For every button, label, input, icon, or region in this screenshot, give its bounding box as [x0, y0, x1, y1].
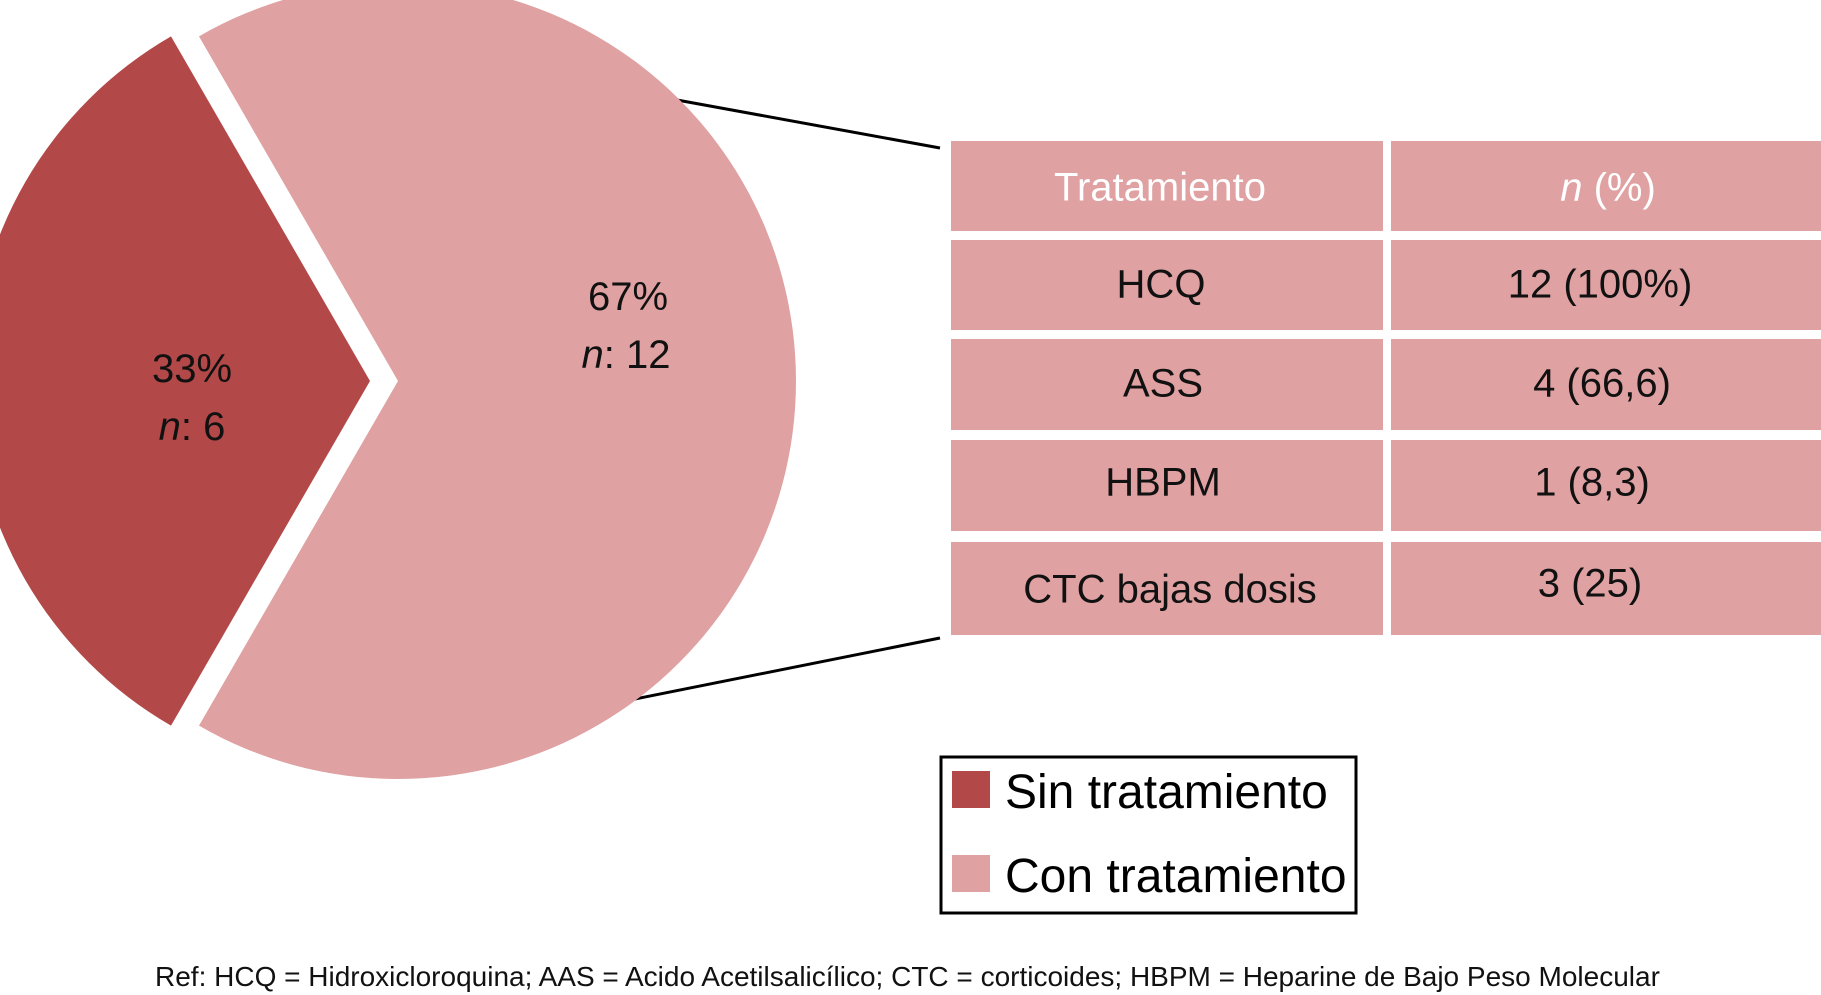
footnote: Ref: HCQ = Hidroxicloroquina; AAS = Acid… [155, 961, 1660, 992]
table-value-row-4: 3 (25) [1538, 562, 1643, 606]
slice-percent-sin-tratamiento: 33% [152, 347, 232, 391]
pie [0, 0, 796, 779]
legend: Sin tratamiento Con tratamiento [939, 755, 1358, 915]
slice-n-sin-tratamiento: n: 6 [159, 405, 226, 449]
slice-n-symbol-sin-tratamiento: n [159, 405, 181, 449]
slice-n-symbol-con-tratamiento: n [582, 333, 604, 377]
table-header-treatment: Tratamiento [1054, 166, 1266, 210]
table-treatment-row-4: CTC bajas dosis [1023, 568, 1316, 612]
table-treatment-row-1: HCQ [1117, 263, 1206, 307]
slice-label-sin-tratamiento: 33% [152, 347, 232, 391]
slice-label-con-tratamiento: 67% [588, 275, 668, 319]
table-header-cell-count [1391, 141, 1821, 231]
pie-slice-sin-tratamiento [0, 36, 370, 726]
table-value-row-3: 1 (8,3) [1534, 461, 1650, 505]
table-cell-value-row-1 [1391, 240, 1821, 330]
table-cell-value-row-3 [1391, 440, 1821, 531]
connector-line-bottom [619, 636, 941, 704]
table-treatment-row-3: HBPM [1105, 461, 1221, 505]
table-cell-treatment-row-1 [951, 240, 1383, 330]
pie-slice-con-tratamiento [199, 0, 796, 779]
table-value-row-2: 4 (66,6) [1533, 362, 1671, 406]
table-cell-value-row-2 [1391, 339, 1821, 430]
legend-label-sin-tratamiento: Sin tratamiento [1005, 766, 1328, 819]
legend-label-con-tratamiento: Con tratamiento [1005, 850, 1347, 903]
table-value-row-1: 12 (100%) [1508, 263, 1693, 307]
legend-swatch-con-tratamiento [952, 855, 990, 892]
slice-n-value-sin-tratamiento: : 6 [181, 405, 225, 449]
connector-line-top [676, 98, 941, 150]
table-header-count-symbol: n [1560, 166, 1582, 210]
table-cell-treatment-row-2 [951, 339, 1383, 430]
table-treatment-row-2: ASS [1123, 362, 1203, 406]
table-header-count: n (%) [1560, 166, 1656, 210]
legend-box [939, 755, 1358, 915]
table-cell-value-row-4 [1391, 542, 1821, 635]
table-header-count-unit: (%) [1582, 166, 1655, 210]
breakdown-table: Tratamiento n (%) HCQ 12 (100%) ASS 4 (6… [951, 141, 1821, 635]
table-cell-treatment-row-3 [951, 440, 1383, 531]
legend-swatch-sin-tratamiento [952, 771, 990, 808]
table-cell-treatment-row-4 [951, 542, 1383, 635]
slice-n-value-con-tratamiento: : 12 [604, 333, 671, 377]
slice-percent-con-tratamiento: 67% [588, 275, 668, 319]
table-header-cell-treatment [951, 141, 1383, 231]
slice-n-con-tratamiento: n: 12 [582, 333, 671, 377]
